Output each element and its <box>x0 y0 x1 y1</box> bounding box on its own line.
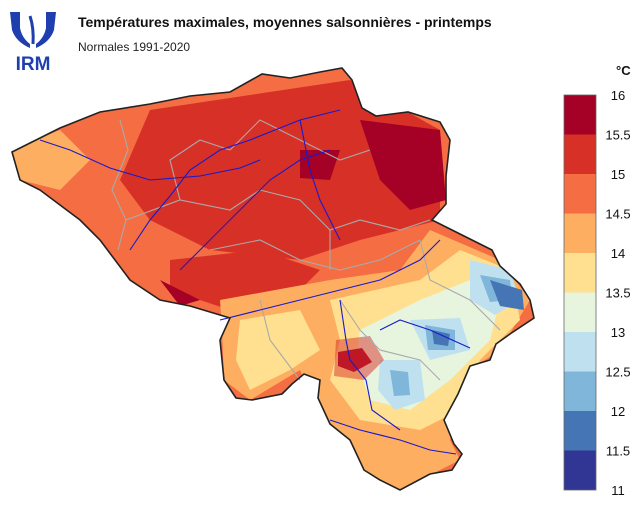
irm-logo: IRM <box>10 12 56 74</box>
temperature-field <box>12 68 534 490</box>
legend-swatch <box>564 134 596 174</box>
legend-tick-label: 14 <box>611 246 625 261</box>
temperature-map <box>11 67 535 491</box>
legend-swatch <box>564 213 596 253</box>
color-legend: 16 15.5 15 14.5 14 13.5 13 12.5 12 11.5 11 <box>563 90 631 498</box>
legend-swatch <box>564 253 596 293</box>
legend-tick-label: 12.5 <box>605 365 630 380</box>
legend-swatch <box>564 174 596 214</box>
legend-tick-label: 13 <box>611 325 625 340</box>
legend-tick-label: 11 <box>611 483 625 498</box>
legend-tick-label: 12 <box>611 404 625 419</box>
legend-unit: °C <box>616 63 631 78</box>
legend-swatch <box>564 371 596 411</box>
map-title: Températures maximales, moyennes salsonn… <box>78 14 492 30</box>
legend-swatch <box>564 450 596 490</box>
rivers <box>39 109 471 455</box>
legend-tick-label: 15.5 <box>605 128 630 143</box>
logo-text: IRM <box>16 54 51 74</box>
legend-swatch <box>564 411 596 451</box>
legend-swatch <box>564 292 596 332</box>
legend-swatch <box>564 332 596 372</box>
legend-tick-label: 13.5 <box>605 286 630 301</box>
legend-tick-label: 15 <box>611 167 625 182</box>
legend-tick-label: 16 <box>611 90 625 103</box>
legend-frame <box>563 94 597 491</box>
map-subtitle: Normales 1991-2020 <box>78 40 191 54</box>
country-border <box>11 67 535 491</box>
province-borders <box>111 119 501 381</box>
legend-tick-label: 14.5 <box>605 207 630 222</box>
legend-tick-label: 11.5 <box>606 444 630 459</box>
legend-swatch <box>564 95 596 135</box>
